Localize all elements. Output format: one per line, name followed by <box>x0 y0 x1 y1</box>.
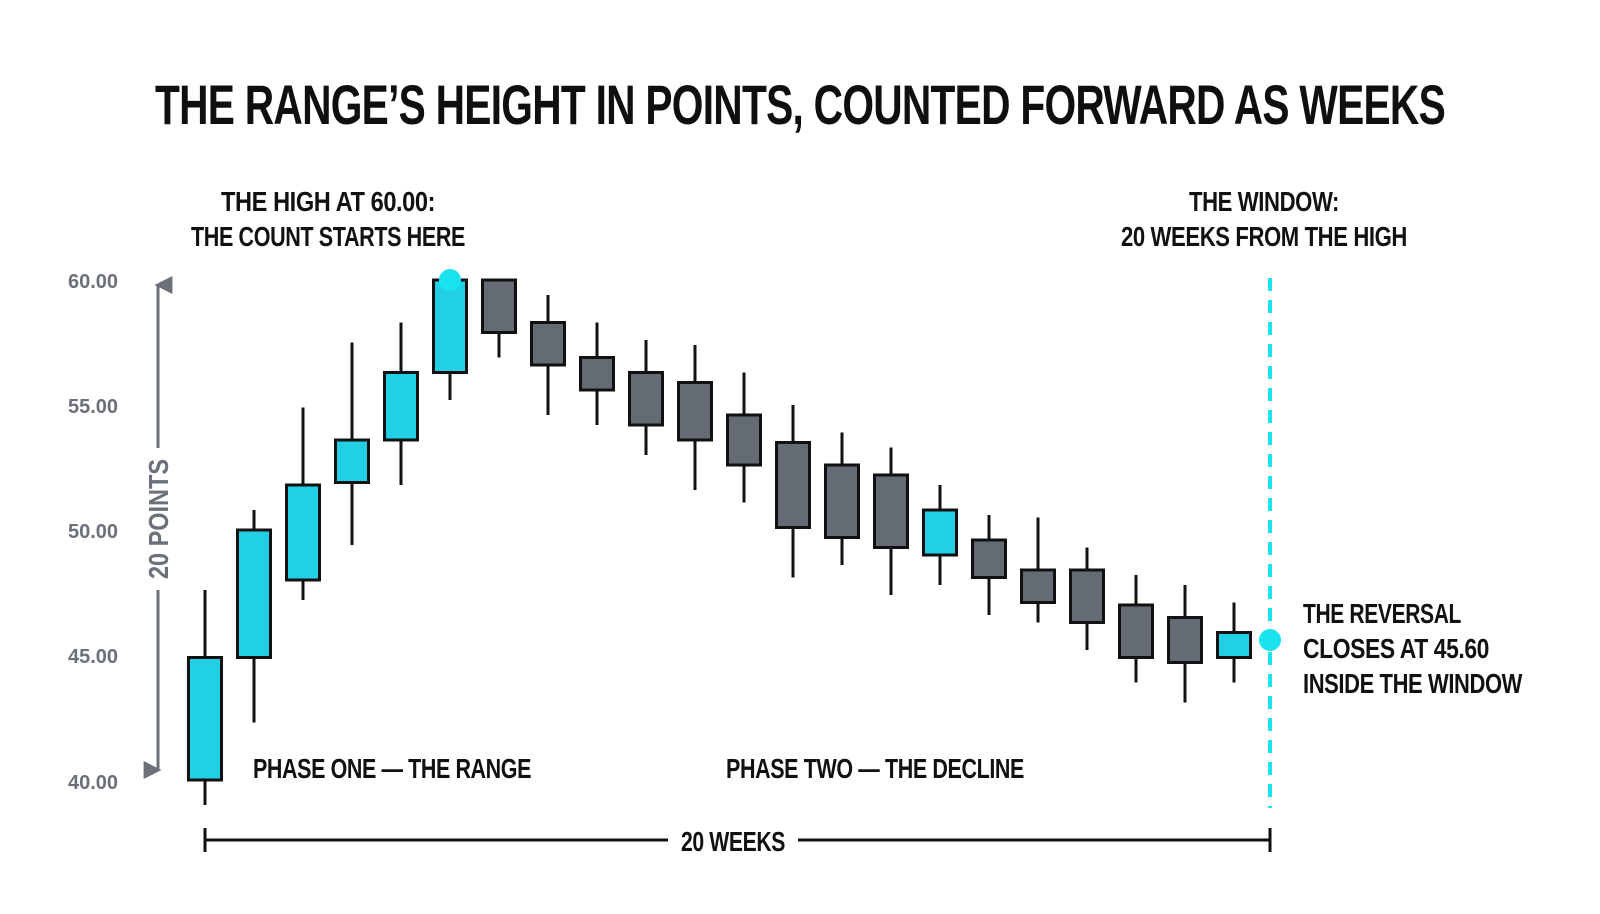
chart-title: THE RANGE’S HEIGHT IN POINTS, COUNTED FO… <box>155 73 1445 136</box>
y-tick-label: 60.00 <box>68 271 118 293</box>
reversal-label-line-3: INSIDE THE WINDOW <box>1303 668 1523 699</box>
candle <box>824 432 860 565</box>
candle-body-down <box>873 473 909 549</box>
candle <box>481 278 517 358</box>
candle-body-down <box>824 463 860 539</box>
window-annotation: THE WINDOW: 20 WEEKS FROM THE HIGH <box>1121 186 1408 252</box>
candle <box>1069 547 1105 650</box>
candle-body-down <box>1069 568 1105 624</box>
candle <box>971 515 1007 615</box>
candle-body-up <box>236 528 272 659</box>
window-label-line-2: 20 WEEKS FROM THE HIGH <box>1121 221 1407 252</box>
candle-body-down <box>677 381 713 442</box>
high-annotation: THE HIGH AT 60.00: THE COUNT STARTS HERE <box>191 186 466 252</box>
candle-body-down <box>971 538 1007 579</box>
reversal-annotation: THE REVERSAL CLOSES AT 45.60 INSIDE THE … <box>1303 598 1523 699</box>
candle <box>677 345 713 490</box>
candle <box>285 407 321 600</box>
candle <box>432 278 468 400</box>
candle-body-up <box>334 438 370 484</box>
candle-body-up <box>187 656 223 782</box>
candle <box>1020 517 1056 623</box>
candle-body-down <box>726 413 762 467</box>
x-range-bracket: 20 WEEKS <box>203 826 1272 857</box>
candle-body-down <box>530 321 566 367</box>
candle <box>1216 602 1252 683</box>
high-label-line-1: THE HIGH AT 60.00: <box>221 186 435 217</box>
reversal-label-line-1: THE REVERSAL <box>1303 598 1461 629</box>
phase-one-label: PHASE ONE — THE RANGE <box>253 753 531 784</box>
candle <box>579 322 615 425</box>
candle <box>236 510 272 723</box>
candle-body-up <box>1216 631 1252 659</box>
phase-two-label: PHASE TWO — THE DECLINE <box>726 753 1024 784</box>
candle-body-up <box>432 278 468 374</box>
reversal-label-line-2: CLOSES AT 45.60 <box>1303 633 1489 664</box>
window-label-line-1: THE WINDOW: <box>1189 186 1339 217</box>
candle-body-down <box>628 371 664 427</box>
candle <box>334 342 370 545</box>
high-label-line-2: THE COUNT STARTS HERE <box>191 221 465 252</box>
candle <box>726 372 762 503</box>
y-range-arrow: 20 POINTS <box>143 276 174 779</box>
y-axis-ticks: 60.00 55.00 50.00 45.00 40.00 <box>68 271 118 794</box>
y-axis-label: 20 POINTS <box>143 459 174 579</box>
candle <box>530 295 566 415</box>
candle-body-down <box>1020 568 1056 604</box>
candle <box>873 447 909 595</box>
candle-body-down <box>579 356 615 392</box>
candle-body-down <box>481 278 517 334</box>
x-axis-label: 20 WEEKS <box>681 826 785 857</box>
y-tick-label: 45.00 <box>68 646 118 668</box>
candle <box>1118 575 1154 683</box>
candle <box>383 322 419 485</box>
candle-body-down <box>1167 616 1203 664</box>
candle-body-down <box>1118 603 1154 659</box>
y-tick-label: 50.00 <box>68 521 118 543</box>
candle <box>922 485 958 585</box>
candle <box>628 340 664 455</box>
candles <box>187 278 1252 805</box>
candle <box>775 405 811 578</box>
candle <box>1167 585 1203 703</box>
high-point-marker <box>439 269 461 291</box>
y-tick-label: 40.00 <box>68 772 118 794</box>
candle <box>187 590 223 805</box>
candle-body-up <box>285 483 321 582</box>
candle-body-down <box>775 441 811 529</box>
y-tick-label: 55.00 <box>68 396 118 418</box>
reversal-point-marker <box>1259 629 1281 651</box>
candle-body-up <box>922 508 958 557</box>
candle-body-up <box>383 371 419 442</box>
